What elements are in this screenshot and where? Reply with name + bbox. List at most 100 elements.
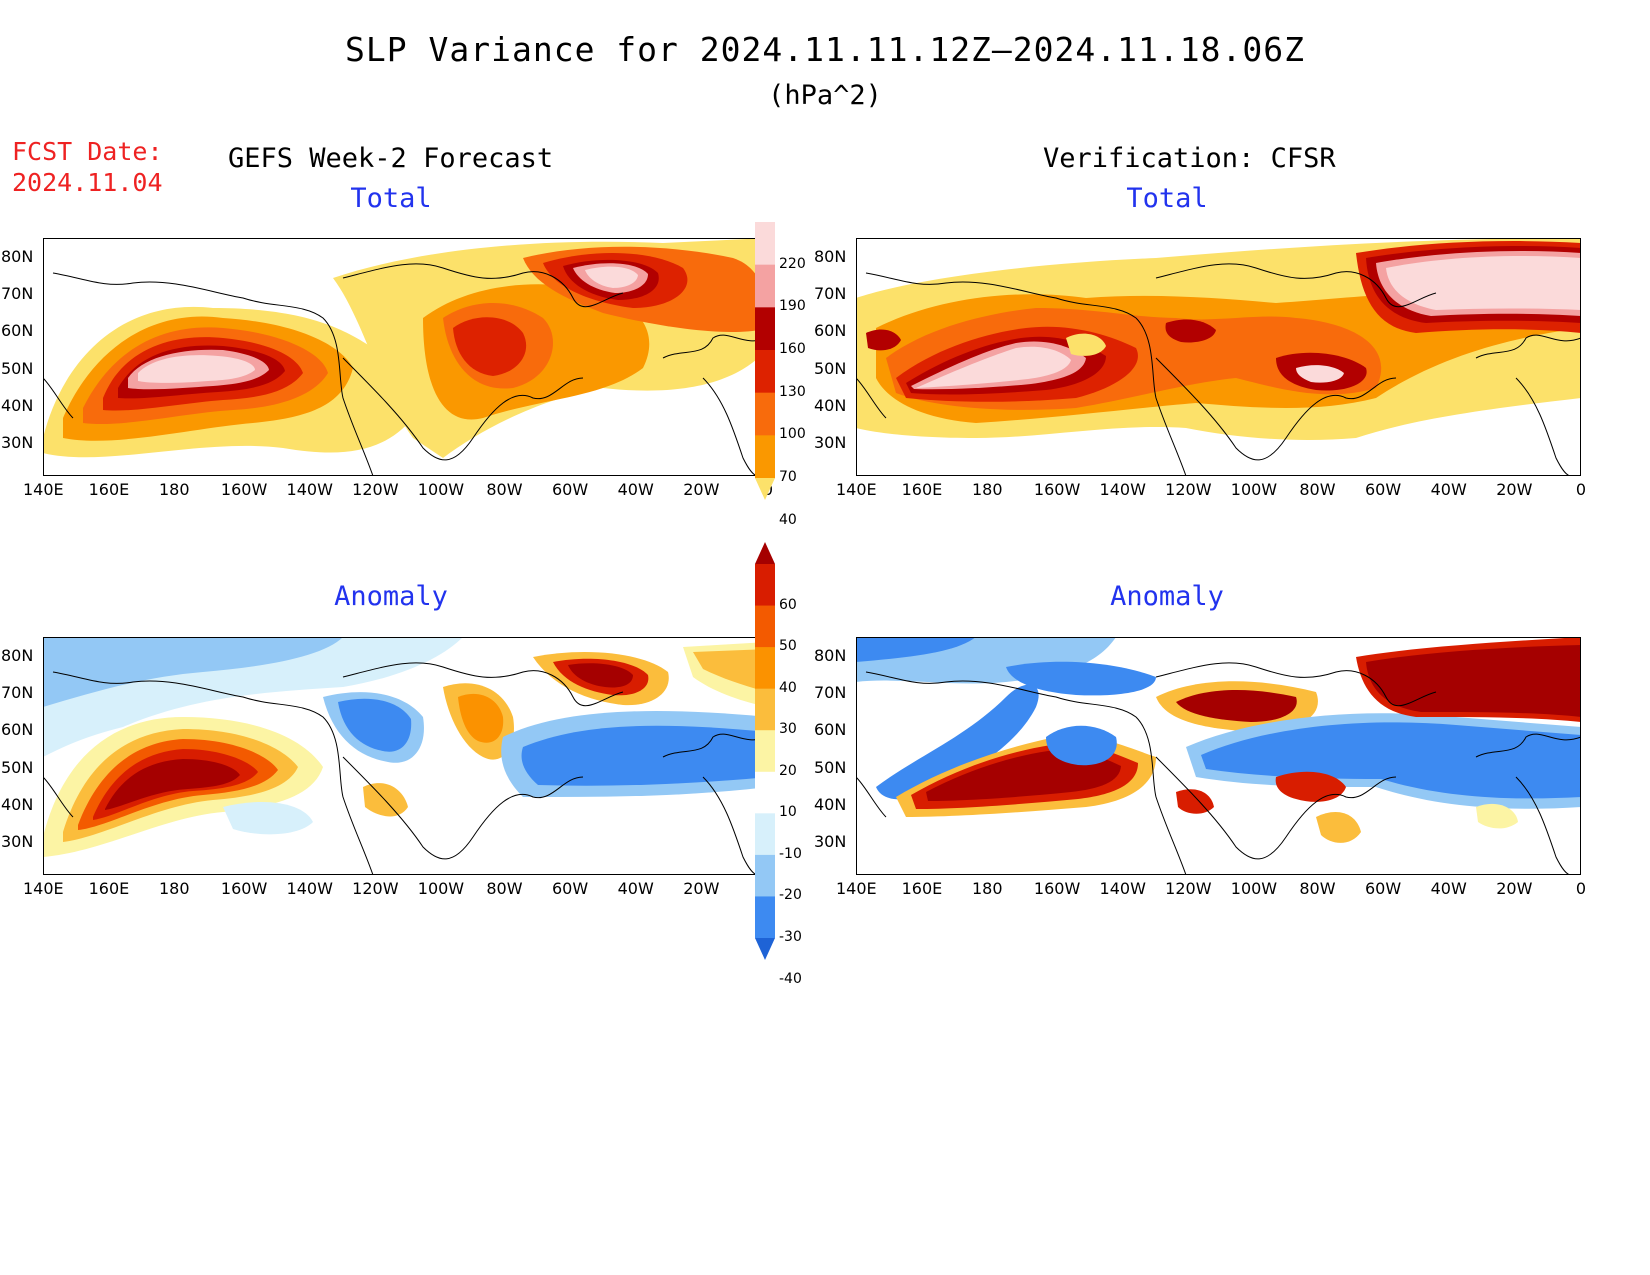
lon-label-forecast-total-4: 140W <box>286 480 333 499</box>
lon-label-verification-total-11: 0 <box>1575 480 1587 499</box>
lat-label-forecast-anomaly-4: 40N <box>1 795 34 814</box>
colorbar-anomaly-swatch-6 <box>755 771 775 814</box>
chart-title: SLP Variance for 2024.11.11.12Z–2024.11.… <box>345 30 1305 69</box>
colorbar-anomaly-swatch-5 <box>755 730 775 773</box>
colorbar-anomaly-level-label-0: 60 <box>779 596 797 613</box>
coastlines <box>856 662 1581 875</box>
lon-label-forecast-anomaly-0: 140E <box>23 879 64 898</box>
panel-title-forecast-total: Total <box>350 183 432 214</box>
panel-title-forecast-anomaly: Anomaly <box>334 581 448 612</box>
colorbar-total-level-label-1: 190 <box>779 298 806 315</box>
lon-label-verification-total-2: 180 <box>971 480 1003 499</box>
lat-label-verification-anomaly-4: 40N <box>814 795 847 814</box>
lat-label-forecast-total-0: 80N <box>1 247 34 266</box>
coastlines <box>43 263 768 476</box>
lon-label-verification-anomaly-1: 160E <box>901 879 943 898</box>
lat-label-forecast-anomaly-5: 30N <box>1 832 34 851</box>
lon-label-forecast-anomaly-3: 160W <box>220 879 268 898</box>
lon-label-forecast-anomaly-1: 160E <box>88 879 130 898</box>
lon-label-forecast-anomaly-5: 120W <box>352 879 399 898</box>
colorbar-anomaly-level-label-4: 20 <box>779 762 797 779</box>
lon-label-verification-total-5: 120W <box>1165 480 1212 499</box>
map-verification-anomaly <box>856 637 1581 875</box>
lat-label-verification-anomaly-2: 60N <box>814 720 847 739</box>
lon-label-forecast-total-6: 100W <box>417 480 465 499</box>
colorbar-total-swatch-3 <box>755 307 775 351</box>
map-forecast-anomaly <box>43 637 768 875</box>
lat-label-verification-total-4: 40N <box>814 396 847 415</box>
lon-label-verification-anomaly-11: 0 <box>1575 879 1587 898</box>
variance-fill <box>43 238 768 458</box>
map-verification-total <box>856 238 1581 476</box>
colorbar-anomaly-level-label-9: -40 <box>779 970 802 987</box>
lon-label-verification-total-1: 160E <box>901 480 943 499</box>
colorbar-total-swatch-6 <box>755 435 775 479</box>
colorbar-anomaly-swatch-8 <box>755 854 775 897</box>
lat-label-verification-anomaly-3: 50N <box>814 758 847 777</box>
lat-label-forecast-anomaly-0: 80N <box>1 646 34 665</box>
lon-label-verification-total-4: 140W <box>1099 480 1146 499</box>
lon-label-verification-anomaly-2: 180 <box>971 879 1003 898</box>
lon-label-verification-total-7: 80W <box>1299 480 1336 499</box>
colorbar-anomaly-swatch-0 <box>755 542 775 564</box>
colorbar-total-swatch-1 <box>755 222 775 266</box>
lat-label-verification-total-1: 70N <box>814 284 847 303</box>
left-column-title: GEFS Week-2 Forecast <box>228 143 554 174</box>
lat-label-forecast-anomaly-3: 50N <box>1 758 34 777</box>
colorbar-anomaly <box>755 542 775 960</box>
colorbar-anomaly-swatch-10 <box>755 938 775 960</box>
lon-label-forecast-anomaly-10: 20W <box>683 879 720 898</box>
panel-title-verification-total: Total <box>1126 183 1208 214</box>
lon-label-verification-anomaly-7: 80W <box>1299 879 1336 898</box>
lon-label-verification-anomaly-4: 140W <box>1099 879 1146 898</box>
colorbar-anomaly-swatch-9 <box>755 896 775 939</box>
lon-label-forecast-anomaly-4: 140W <box>286 879 333 898</box>
colorbar-anomaly-level-label-2: 40 <box>779 679 797 696</box>
colorbar-total <box>755 200 775 500</box>
coastlines <box>43 662 768 875</box>
lon-label-forecast-anomaly-2: 180 <box>158 879 190 898</box>
lon-label-verification-total-8: 60W <box>1364 480 1402 499</box>
lon-label-verification-anomaly-9: 40W <box>1430 879 1467 898</box>
colorbar-anomaly-swatch-1 <box>755 564 775 607</box>
lat-label-verification-total-3: 50N <box>814 359 847 378</box>
colorbar-total-swatch-4 <box>755 350 775 394</box>
lon-label-forecast-anomaly-6: 100W <box>417 879 465 898</box>
variance-fill <box>856 238 1581 440</box>
colorbar-anomaly-level-label-5: 10 <box>779 804 797 821</box>
chart-units: (hPa^2) <box>768 80 882 111</box>
lat-label-forecast-total-2: 60N <box>1 321 34 340</box>
anomaly-fill <box>43 637 768 857</box>
lon-label-verification-total-6: 100W <box>1230 480 1278 499</box>
colorbar-total-swatch-5 <box>755 392 775 436</box>
lon-label-forecast-anomaly-7: 80W <box>486 879 523 898</box>
lat-label-verification-anomaly-5: 30N <box>814 832 847 851</box>
colorbar-anomaly-swatch-3 <box>755 647 775 690</box>
lon-label-forecast-total-5: 120W <box>352 480 399 499</box>
colorbar-total-swatch-7 <box>755 478 775 500</box>
lon-label-forecast-total-1: 160E <box>88 480 130 499</box>
lat-label-verification-total-0: 80N <box>814 247 847 266</box>
lon-label-verification-total-9: 40W <box>1430 480 1467 499</box>
lon-label-forecast-total-9: 40W <box>617 480 654 499</box>
lon-label-verification-anomaly-10: 20W <box>1496 879 1533 898</box>
colorbar-anomaly-level-label-3: 30 <box>779 721 797 738</box>
colorbar-anomaly-level-label-8: -30 <box>779 929 802 945</box>
colorbar-total-level-label-5: 70 <box>779 469 797 485</box>
lat-label-forecast-anomaly-1: 70N <box>1 683 34 702</box>
lon-label-verification-anomaly-8: 60W <box>1364 879 1402 898</box>
lat-label-verification-anomaly-1: 70N <box>814 683 847 702</box>
lat-label-verification-total-2: 60N <box>814 321 847 340</box>
lon-label-forecast-total-8: 60W <box>551 480 589 499</box>
lon-label-verification-total-3: 160W <box>1033 480 1081 499</box>
lon-label-forecast-total-2: 180 <box>158 480 190 499</box>
lat-label-forecast-total-4: 40N <box>1 396 34 415</box>
forecast-date-label: FCST Date: <box>12 137 163 166</box>
lat-label-forecast-total-1: 70N <box>1 284 34 303</box>
colorbar-total-swatch-0 <box>755 200 775 222</box>
colorbar-total-level-label-3: 130 <box>779 383 806 400</box>
lon-label-forecast-total-7: 80W <box>486 480 523 499</box>
lat-label-forecast-total-5: 30N <box>1 433 34 452</box>
lon-label-verification-total-0: 140E <box>836 480 877 499</box>
lat-label-verification-anomaly-0: 80N <box>814 646 847 665</box>
